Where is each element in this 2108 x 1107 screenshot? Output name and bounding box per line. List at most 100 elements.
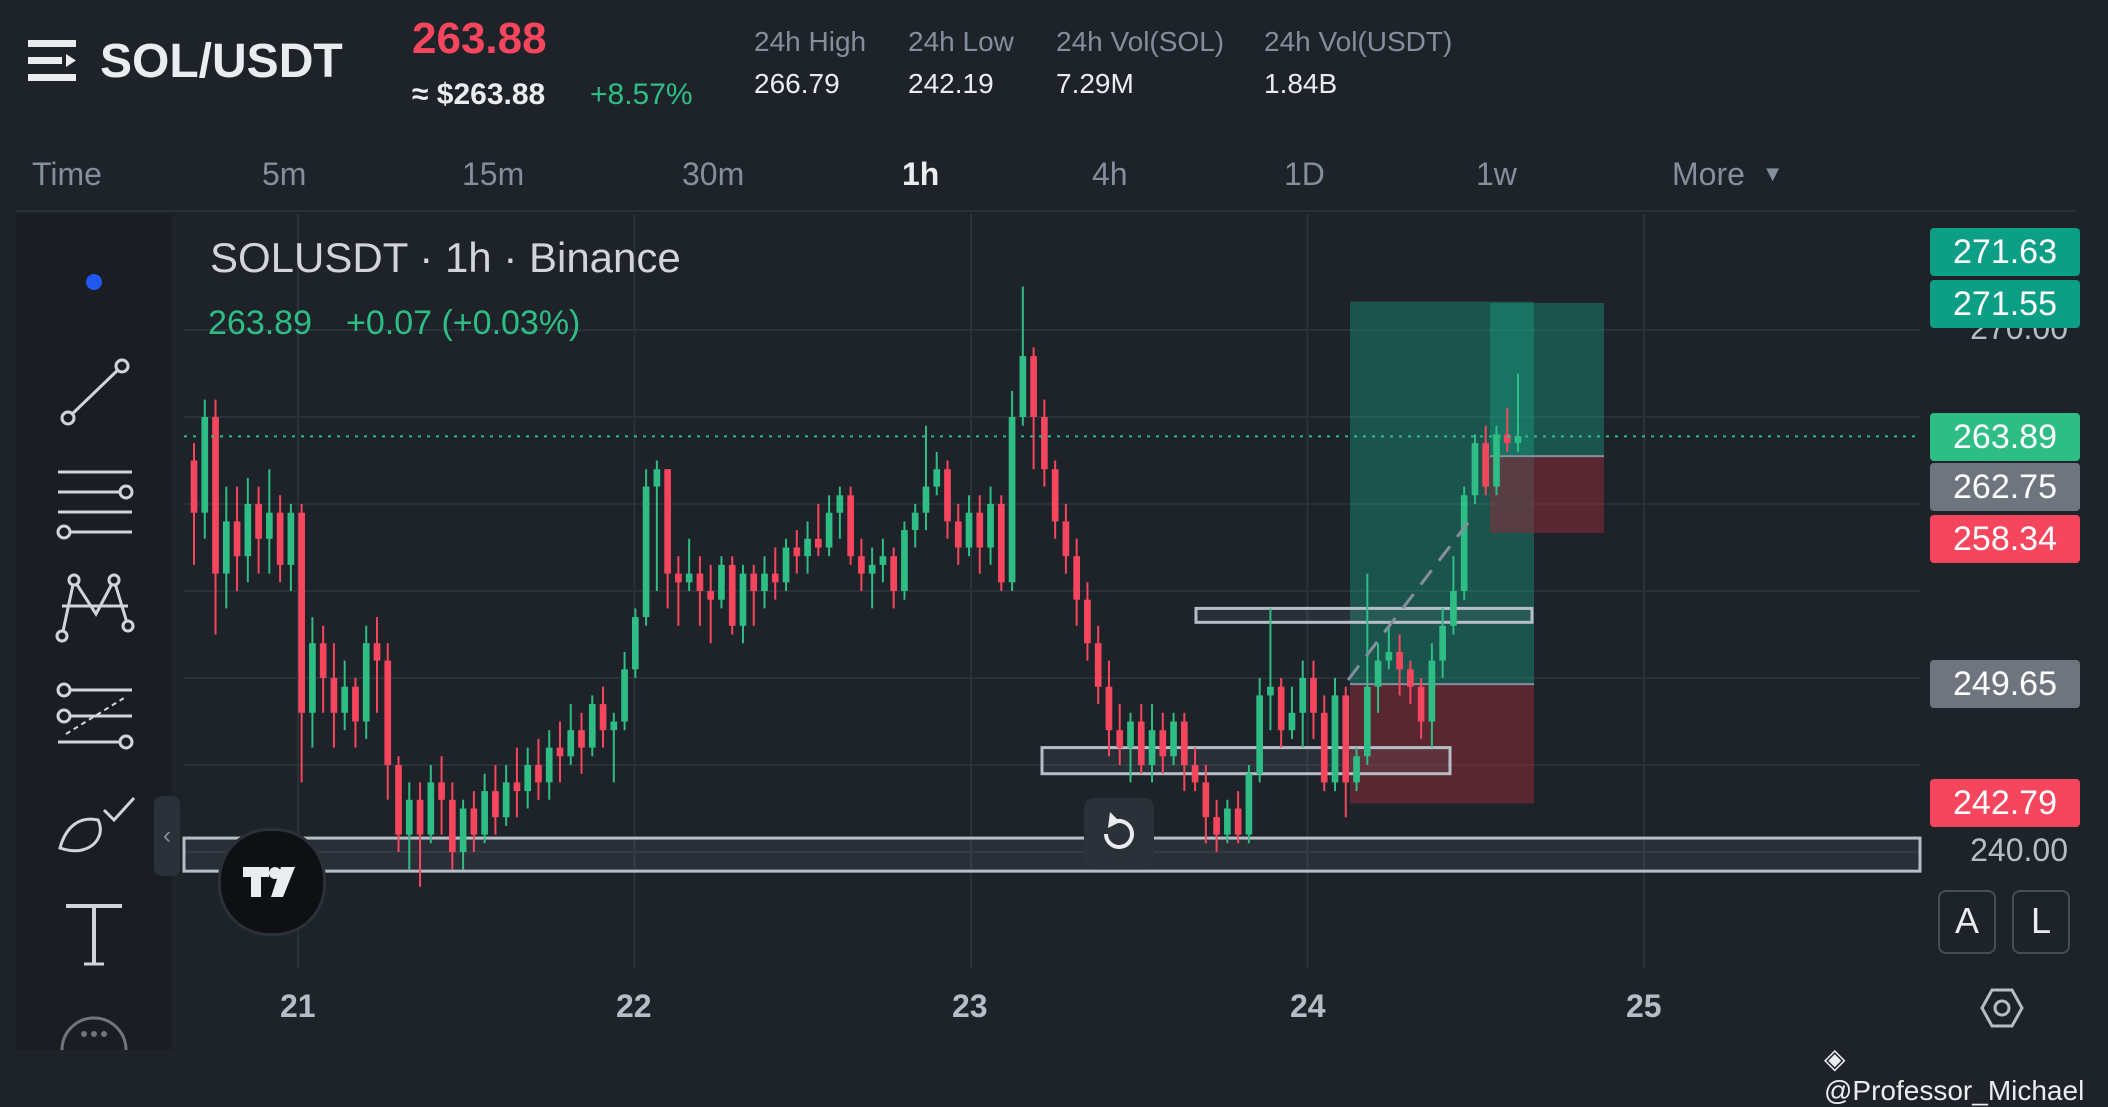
fib-icon[interactable] xyxy=(52,676,138,762)
tab-4h[interactable]: 4h xyxy=(1092,156,1128,192)
candle-63 xyxy=(868,547,876,609)
candle-52 xyxy=(750,564,758,626)
candle-47 xyxy=(696,556,704,626)
x-tick-21: 21 xyxy=(280,988,316,1024)
candle-10 xyxy=(298,504,305,783)
chart-title: SOLUSDT · 1h · Binance xyxy=(210,234,681,281)
auto-scale-button[interactable]: A xyxy=(1938,890,1996,954)
dot-icon[interactable] xyxy=(52,240,138,326)
watermark: ◈ @Professor_Michael xyxy=(1824,1042,2108,1107)
candle-15 xyxy=(352,678,359,748)
candle-25 xyxy=(459,799,467,870)
candle-103 xyxy=(1299,660,1307,748)
tab-1h[interactable]: 1h xyxy=(902,156,940,192)
candle-51 xyxy=(739,564,747,644)
candle-43 xyxy=(653,460,661,591)
trendline-icon[interactable] xyxy=(52,350,138,436)
position-2-loss-zone[interactable] xyxy=(1490,456,1604,533)
candle-4 xyxy=(233,486,241,591)
horizontal-lines-icon[interactable] xyxy=(52,460,138,546)
candle-34 xyxy=(556,721,564,783)
tradingview-logo[interactable] xyxy=(218,828,326,936)
candle-109 xyxy=(1363,573,1371,765)
pattern-icon[interactable] xyxy=(52,566,138,652)
ohlc-price: 263.89 xyxy=(208,304,312,342)
tab-time[interactable]: Time xyxy=(32,156,102,192)
candle-100 xyxy=(1267,608,1274,731)
tab-more[interactable]: More ▼ xyxy=(1672,156,1784,193)
tab-5m[interactable]: 5m xyxy=(262,156,307,192)
reset-chart-button[interactable] xyxy=(1084,798,1154,868)
candle-87 xyxy=(1127,712,1134,783)
candle-96 xyxy=(1224,799,1231,844)
lower-range-box[interactable] xyxy=(1040,746,1452,776)
candle-80 xyxy=(1051,460,1059,539)
position-2-profit-zone[interactable] xyxy=(1490,303,1604,457)
axis-tick-240: 240.00 xyxy=(1970,832,2068,868)
candle-86 xyxy=(1116,704,1124,765)
tab-1d[interactable]: 1D xyxy=(1284,156,1325,192)
candle-18 xyxy=(384,643,392,800)
candle-30 xyxy=(513,747,521,818)
candle-38 xyxy=(599,686,607,748)
candle-116 xyxy=(1439,608,1446,678)
candle-105 xyxy=(1320,695,1328,792)
candle-17 xyxy=(373,617,381,713)
candle-29 xyxy=(502,765,510,826)
candle-11 xyxy=(309,617,316,748)
candle-26 xyxy=(470,791,478,852)
tab-1w[interactable]: 1w xyxy=(1476,156,1517,192)
candle-5 xyxy=(244,477,252,583)
log-scale-button[interactable]: L xyxy=(2012,890,2070,954)
candle-73 xyxy=(976,495,984,574)
binance-logo-icon: ◈ xyxy=(1824,1043,1846,1074)
tab-30m[interactable]: 30m xyxy=(682,156,745,192)
candle-106 xyxy=(1331,678,1339,792)
candle-7 xyxy=(266,469,273,574)
menu-icon[interactable] xyxy=(28,38,78,84)
settings-icon[interactable] xyxy=(1978,984,2026,1032)
collapse-toolbar-button[interactable]: ‹ xyxy=(154,796,180,876)
price-label-target-1: 271.63 xyxy=(1930,228,2080,276)
candle-40 xyxy=(621,651,628,731)
x-tick-23: 23 xyxy=(952,988,988,1024)
candle-22 xyxy=(427,765,435,844)
candle-91 xyxy=(1170,712,1177,765)
candle-64 xyxy=(879,538,887,583)
stat-label-high: 24h High xyxy=(754,26,867,57)
tab-15m[interactable]: 15m xyxy=(462,156,525,192)
candle-31 xyxy=(524,747,532,809)
candle-44 xyxy=(664,469,671,609)
chart-area[interactable] xyxy=(0,0,2108,1080)
stat-value-vol-usdt: 1.84B xyxy=(1264,68,1338,99)
candle-49 xyxy=(718,556,725,609)
usd-price: ≈ $263.88 xyxy=(412,78,546,111)
change-percent: +8.57% xyxy=(590,78,693,111)
upper-range-box[interactable] xyxy=(1194,606,1534,624)
text-icon[interactable] xyxy=(52,890,138,976)
candle-67 xyxy=(911,504,919,548)
candle-108 xyxy=(1353,747,1360,792)
brush-icon[interactable] xyxy=(52,786,138,872)
candle-6 xyxy=(255,486,262,574)
candle-99 xyxy=(1256,678,1263,783)
pair-title[interactable]: SOL/USDT xyxy=(100,35,343,88)
candle-83 xyxy=(1084,582,1091,661)
stat-value-low: 242.19 xyxy=(908,68,994,99)
candle-32 xyxy=(535,738,542,800)
candle-74 xyxy=(987,486,994,565)
tabs-divider xyxy=(16,210,2076,212)
bottom-range-box[interactable] xyxy=(182,836,1922,873)
candle-37 xyxy=(588,695,596,757)
candle-60 xyxy=(836,486,844,539)
more-icon[interactable] xyxy=(52,996,138,1050)
price-label-stop-1: 242.79 xyxy=(1930,779,2080,827)
stat-label-vol-sol: 24h Vol(SOL) xyxy=(1056,26,1225,57)
candle-62 xyxy=(858,538,865,591)
candle-53 xyxy=(761,556,768,609)
candle-70 xyxy=(944,460,951,539)
position-1-loss-zone[interactable] xyxy=(1350,684,1534,804)
stat-value-vol-sol: 7.29M xyxy=(1056,68,1134,99)
candle-9 xyxy=(287,504,295,591)
candle-2 xyxy=(212,399,219,635)
